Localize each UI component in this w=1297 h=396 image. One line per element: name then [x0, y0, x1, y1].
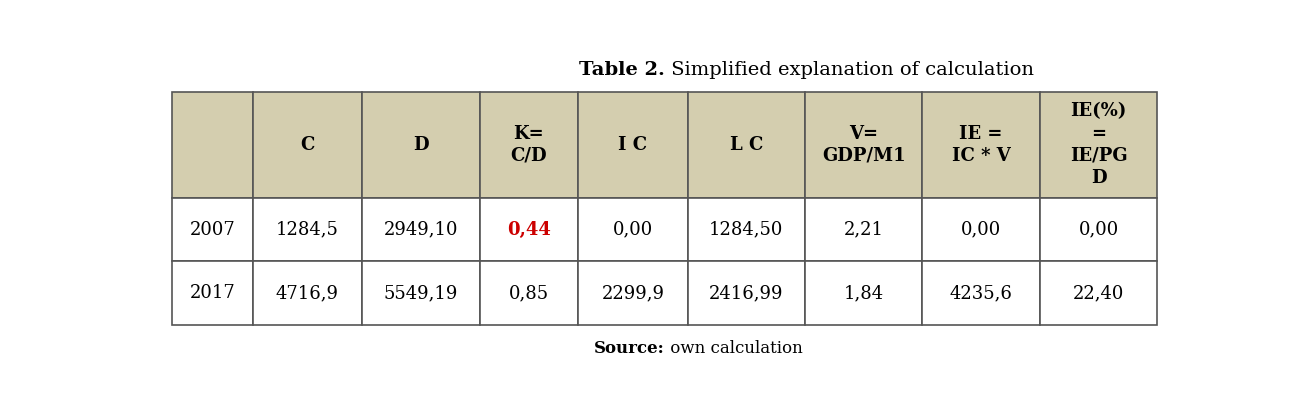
Bar	[480, 198, 578, 261]
Text: 0,00: 0,00	[1078, 221, 1119, 239]
Bar	[578, 198, 687, 261]
Text: own calculation: own calculation	[664, 340, 803, 357]
Bar	[173, 261, 253, 325]
Bar	[805, 92, 922, 198]
Text: V=
GDP/M1: V= GDP/M1	[822, 125, 905, 165]
Text: 1284,5: 1284,5	[276, 221, 339, 239]
Text: 2,21: 2,21	[844, 221, 883, 239]
Bar	[173, 92, 253, 198]
Text: Source:: Source:	[594, 340, 664, 357]
Text: 4235,6: 4235,6	[949, 284, 1013, 302]
Text: 2007: 2007	[189, 221, 235, 239]
Text: 1,84: 1,84	[843, 284, 883, 302]
Bar	[253, 198, 362, 261]
Bar	[578, 261, 687, 325]
Bar	[173, 198, 253, 261]
Bar	[1040, 92, 1157, 198]
Text: 2949,10: 2949,10	[384, 221, 458, 239]
Bar	[253, 92, 362, 198]
Text: 0,00: 0,00	[612, 221, 652, 239]
Bar	[362, 198, 480, 261]
Bar	[480, 92, 578, 198]
Text: 22,40: 22,40	[1073, 284, 1124, 302]
Text: 4716,9: 4716,9	[276, 284, 339, 302]
Bar	[687, 92, 805, 198]
Bar	[687, 261, 805, 325]
Text: 5549,19: 5549,19	[384, 284, 458, 302]
Bar	[1040, 261, 1157, 325]
Text: D: D	[414, 136, 429, 154]
Bar	[578, 92, 687, 198]
Text: 2017: 2017	[189, 284, 235, 302]
Bar	[922, 92, 1040, 198]
Text: Simplified explanation of calculation: Simplified explanation of calculation	[664, 61, 1034, 79]
Text: 0,44: 0,44	[507, 221, 551, 239]
Text: C: C	[301, 136, 315, 154]
Text: 0,00: 0,00	[961, 221, 1001, 239]
Text: L C: L C	[730, 136, 763, 154]
Bar	[480, 261, 578, 325]
Bar	[362, 261, 480, 325]
Bar	[253, 261, 362, 325]
Text: K=
C/D: K= C/D	[511, 125, 547, 165]
Text: IE(%)
=
IE/PG
D: IE(%) = IE/PG D	[1070, 103, 1127, 187]
Bar	[805, 198, 922, 261]
Bar	[687, 198, 805, 261]
Bar	[1040, 198, 1157, 261]
Bar	[922, 198, 1040, 261]
Text: I C: I C	[619, 136, 647, 154]
Text: Table 2.: Table 2.	[578, 61, 664, 79]
Text: 2299,9: 2299,9	[602, 284, 664, 302]
Bar	[922, 261, 1040, 325]
Text: 1284,50: 1284,50	[709, 221, 783, 239]
Bar	[805, 261, 922, 325]
Text: 0,85: 0,85	[508, 284, 549, 302]
Text: 2416,99: 2416,99	[709, 284, 783, 302]
Text: IE =
IC * V: IE = IC * V	[952, 125, 1010, 165]
Bar	[362, 92, 480, 198]
